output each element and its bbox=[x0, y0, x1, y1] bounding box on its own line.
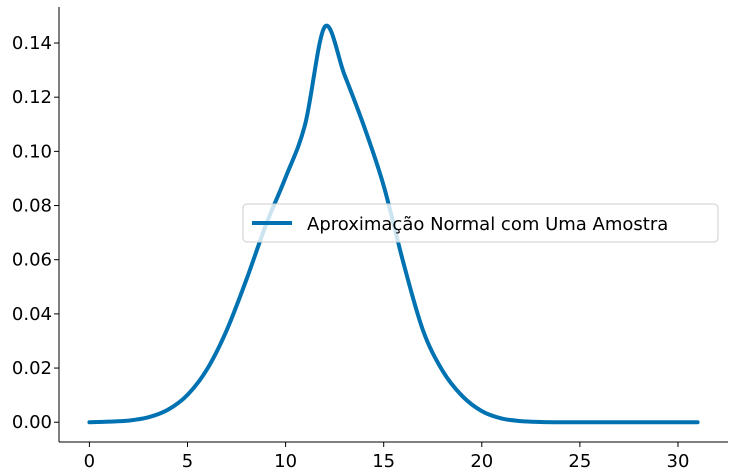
y-tick-label: 0.04 bbox=[12, 304, 52, 325]
x-tick-label: 0 bbox=[84, 451, 95, 472]
legend: Aproximação Normal com Uma Amostra bbox=[242, 203, 719, 243]
x-tick-label: 5 bbox=[182, 451, 193, 472]
x-tick-label: 30 bbox=[667, 451, 690, 472]
y-tick-label: 0.00 bbox=[12, 412, 52, 433]
y-tick-label: 0.02 bbox=[12, 358, 52, 379]
y-tick-label: 0.06 bbox=[12, 250, 52, 271]
x-tick-label: 25 bbox=[568, 451, 591, 472]
x-tick-label: 20 bbox=[470, 451, 493, 472]
y-tick-label: 0.08 bbox=[12, 196, 52, 217]
y-tick-label: 0.10 bbox=[12, 141, 52, 162]
legend-box bbox=[242, 203, 719, 243]
x-ticks: 0 5 10 15 20 25 30 bbox=[84, 442, 690, 472]
y-tick-label: 0.12 bbox=[12, 87, 52, 108]
legend-series-label: Aproximação Normal com Uma Amostra bbox=[307, 214, 668, 235]
y-tick-label: 0.14 bbox=[12, 33, 52, 54]
y-ticks: 0.00 0.02 0.04 0.06 0.08 0.10 0.12 0.14 bbox=[12, 33, 59, 433]
x-tick-label: 10 bbox=[274, 451, 297, 472]
x-tick-label: 15 bbox=[372, 451, 395, 472]
